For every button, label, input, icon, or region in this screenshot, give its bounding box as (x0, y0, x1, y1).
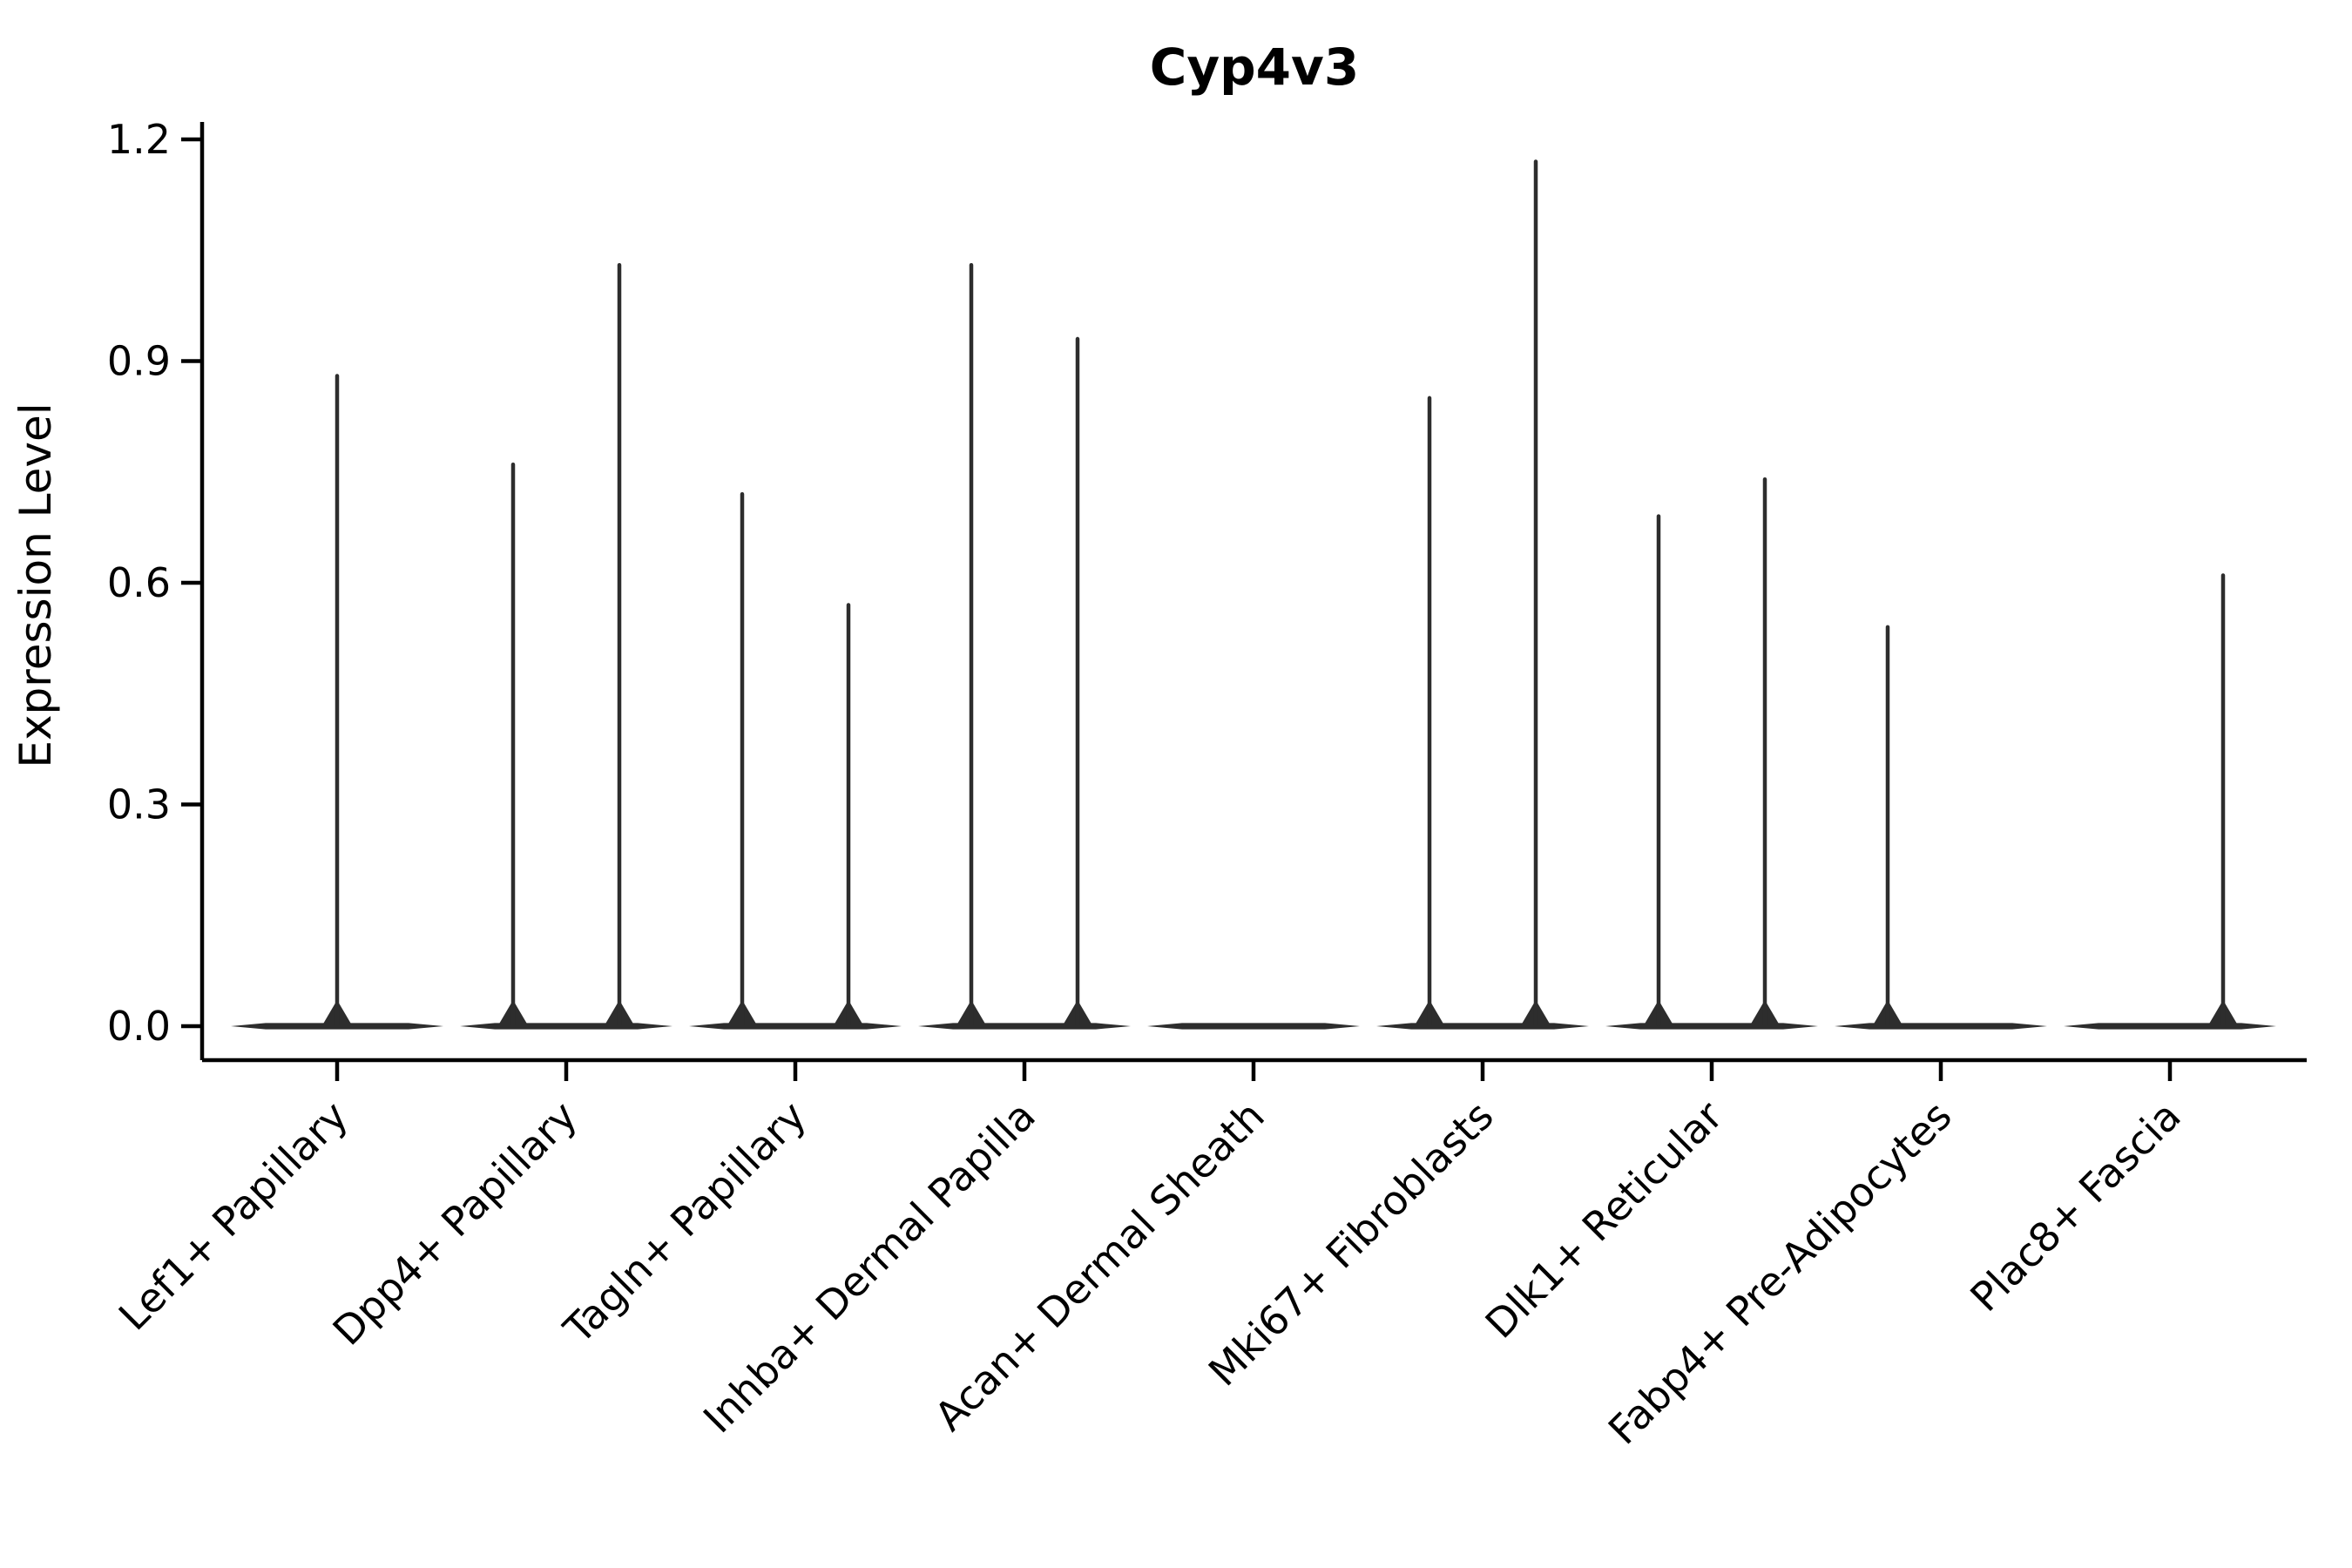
violin (231, 374, 443, 1030)
violin (1147, 1023, 1360, 1030)
violin-base (918, 1023, 1131, 1030)
violin-base (689, 1023, 902, 1030)
violin (918, 262, 1131, 1030)
violin (460, 262, 672, 1030)
violin (689, 491, 902, 1030)
x-tick-label: Dpp4+ Papillary (324, 1092, 586, 1355)
violin-base (1835, 1023, 2047, 1030)
violin (1376, 159, 1589, 1030)
violin (1605, 476, 1818, 1030)
violin-base (2064, 1023, 2276, 1030)
violin-base (1376, 1023, 1589, 1030)
x-tick-label: Tagln+ Papillary (554, 1092, 815, 1354)
y-axis-label: Expression Level (10, 402, 61, 767)
x-tick-label: Lef1+ Papillary (110, 1092, 357, 1340)
violin-base (460, 1023, 672, 1030)
violin (1835, 625, 2047, 1030)
violin (2064, 573, 2276, 1030)
violins (231, 159, 2276, 1030)
y-tick-label: 0.0 (107, 1003, 171, 1050)
chart-title: Cyp4v3 (1150, 37, 1359, 97)
y-tick-label: 1.2 (107, 116, 171, 163)
y-tick-label: 0.9 (107, 338, 171, 385)
y-tick-label: 0.3 (107, 781, 171, 828)
x-tick-label: Plac8+ Fascia (1961, 1092, 2189, 1321)
violin-base (1605, 1023, 1818, 1030)
x-tick-label: Dlk1+ Reticular (1477, 1092, 1732, 1348)
violin-base (1147, 1023, 1360, 1030)
y-tick-label: 0.6 (107, 559, 171, 606)
